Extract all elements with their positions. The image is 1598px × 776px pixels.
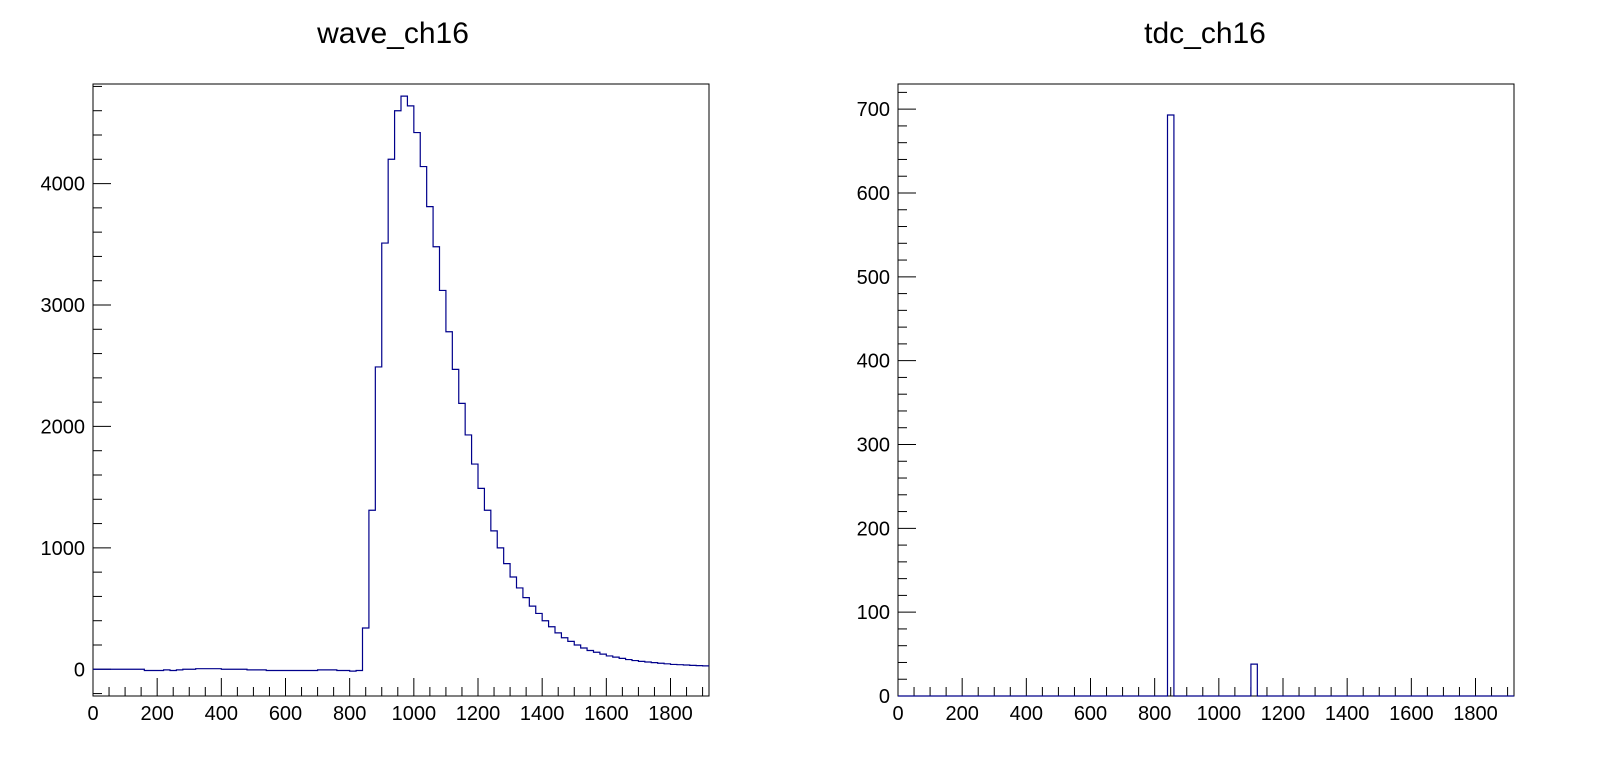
x-tick-label: 800 — [1138, 703, 1171, 725]
x-tick-label: 1200 — [1261, 703, 1306, 725]
plot-frame — [92, 83, 710, 697]
x-tick-label: 400 — [1010, 703, 1043, 725]
x-tick-label: 1000 — [1197, 703, 1242, 725]
x-tick-label: 200 — [140, 703, 173, 725]
y-tick-label: 500 — [857, 267, 890, 289]
histogram-series — [93, 95, 709, 672]
x-tick-label: 800 — [333, 703, 366, 725]
y-tick-label: 2000 — [41, 416, 86, 438]
x-tick-label: 1000 — [392, 703, 437, 725]
y-tick-label: 0 — [74, 659, 85, 681]
y-tick-label: 3000 — [41, 295, 86, 317]
chart-title: tdc_ch16 — [1144, 17, 1266, 50]
x-tick-label: 1600 — [584, 703, 629, 725]
y-axis: 0 100 200 300 400 500 600 700 — [857, 91, 916, 708]
y-tick-label: 700 — [857, 99, 890, 121]
x-tick-label: 0 — [892, 703, 903, 725]
y-tick-label: 400 — [857, 351, 890, 373]
y-tick-label: 200 — [857, 518, 890, 540]
x-tick-label: 1400 — [1325, 703, 1370, 725]
y-axis: 0 1000 2000 3000 4000 — [41, 85, 111, 695]
tdc-panel: tdc_ch16 0 200 400 600 800 1000 1200 1400 1600 18… — [857, 17, 1515, 725]
y-tick-label: 4000 — [41, 174, 86, 196]
y-tick-label: 1000 — [41, 538, 86, 560]
x-tick-label: 1400 — [520, 703, 565, 725]
wave-panel: wave_ch16 0 200 400 600 800 1000 1200 1400 1600 1… — [41, 17, 710, 725]
x-tick-label: 400 — [205, 703, 238, 725]
x-tick-label: 200 — [945, 703, 978, 725]
x-tick-label: 600 — [269, 703, 302, 725]
x-tick-label: 1800 — [648, 703, 693, 725]
x-axis: 0 200 400 600 800 1000 1200 1400 1600 1800 — [87, 678, 704, 725]
plot-frame — [897, 83, 1515, 697]
x-tick-label: 600 — [1074, 703, 1107, 725]
x-tick-label: 0 — [87, 703, 98, 725]
histogram-series — [898, 114, 1514, 697]
y-tick-label: 100 — [857, 602, 890, 624]
x-tick-label: 1800 — [1453, 703, 1498, 725]
chart-title: wave_ch16 — [316, 17, 469, 50]
x-axis: 0 200 400 600 800 1000 1200 1400 1600 1800 — [892, 678, 1509, 725]
x-tick-label: 1200 — [456, 703, 501, 725]
y-tick-label: 600 — [857, 183, 890, 205]
x-tick-label: 1600 — [1389, 703, 1434, 725]
y-tick-label: 300 — [857, 434, 890, 456]
y-tick-label: 0 — [879, 686, 890, 708]
